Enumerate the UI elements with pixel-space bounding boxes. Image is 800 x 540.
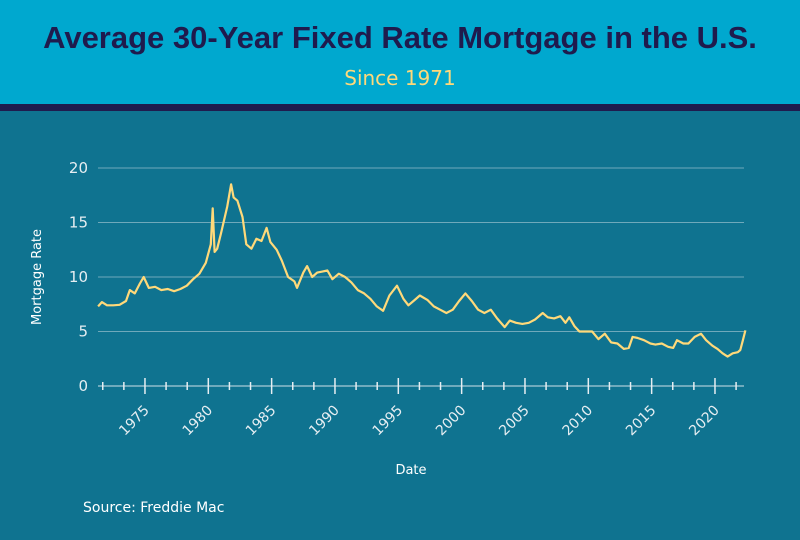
divider-band (0, 104, 800, 111)
x-tick-label: 2005 (496, 403, 533, 440)
chart-title-container: Average 30-Year Fixed Rate Mortgage in t… (0, 18, 800, 60)
source-note: Source: Freddie Mac (83, 500, 225, 516)
y-tick-label: 15 (69, 214, 88, 232)
chart-subtitle: Since 1971 (344, 66, 456, 90)
x-tick-label: 1995 (370, 403, 407, 440)
x-tick-label: 1990 (306, 403, 343, 440)
x-axis-label: Date (395, 463, 426, 478)
x-tick-label: 2010 (560, 403, 597, 440)
x-tick-label: 1985 (243, 403, 280, 440)
x-tick-label: 1980 (180, 403, 217, 440)
x-tick-label: 2015 (623, 403, 660, 440)
y-tick-label: 10 (69, 268, 88, 286)
y-tick-label: 0 (78, 377, 88, 395)
chart-area (0, 111, 800, 540)
mortgage-rate-line (97, 183, 747, 358)
header: Average 30-Year Fixed Rate Mortgage in t… (0, 0, 800, 104)
x-tick-label: 2000 (433, 403, 470, 440)
y-axis-label: Mortgage Rate (30, 229, 45, 325)
y-tick-label: 5 (78, 323, 88, 341)
x-tick-label: 1975 (116, 403, 153, 440)
x-tick-label: 2020 (686, 403, 723, 440)
chart-title: Average 30-Year Fixed Rate Mortgage in t… (43, 20, 757, 55)
y-tick-label: 20 (69, 159, 88, 177)
